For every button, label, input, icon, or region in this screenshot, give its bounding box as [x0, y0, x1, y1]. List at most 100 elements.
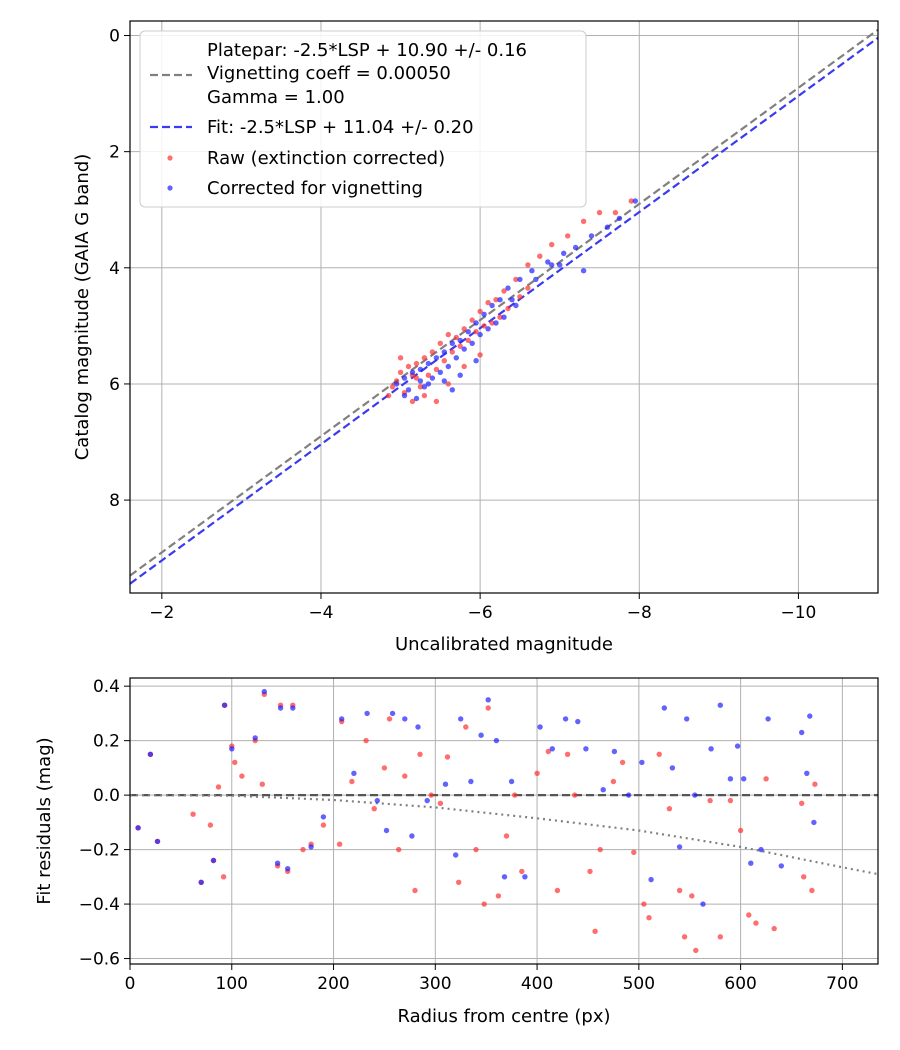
- corrected-data-point: [669, 765, 676, 771]
- raw-data-point: [580, 218, 587, 224]
- top-fit-lines: [130, 28, 878, 585]
- raw-data-point: [389, 384, 396, 390]
- legend-raw-marker: [167, 155, 173, 161]
- raw-data-point: [396, 846, 402, 853]
- corrected-data-point: [477, 331, 483, 338]
- corrected-data-point: [277, 705, 284, 711]
- corrected-data-point: [405, 387, 412, 393]
- raw-data-point: [737, 827, 744, 834]
- x-tick-label: 500: [623, 974, 655, 994]
- y-tick-label: 6: [109, 375, 120, 395]
- raw-data-point: [689, 893, 695, 899]
- raw-data-point: [497, 314, 503, 320]
- corrected-data-point: [198, 879, 204, 885]
- corrected-data-point: [409, 369, 416, 375]
- corrected-data-point: [374, 797, 380, 804]
- raw-data-point: [385, 392, 392, 399]
- raw-data-point: [693, 947, 699, 954]
- corrected-data-point: [489, 302, 495, 309]
- corrected-data-point: [580, 268, 587, 274]
- bottom-residuals-plot: 0 100 200 300 400 500 600 700 0.4 0.2 0.0 −0.2 −0.4 −…: [34, 677, 879, 1027]
- corrected-data-point: [639, 759, 645, 766]
- raw-data-point: [349, 778, 355, 785]
- raw-data-point: [465, 337, 471, 344]
- corrected-data-point: [765, 716, 771, 722]
- corrected-data-point: [676, 844, 683, 850]
- legend-raw-label: Raw (extinction corrected): [207, 148, 445, 169]
- raw-data-point: [676, 887, 683, 894]
- y-tick-label: −0.4: [79, 895, 120, 915]
- top-y-axis-label: Catalog magnitude (GAIA G band): [72, 154, 93, 461]
- raw-data-point: [587, 868, 593, 875]
- corrected-data-point: [485, 326, 491, 332]
- legend-corrected-marker: [167, 185, 173, 191]
- raw-data-point: [412, 887, 418, 894]
- legend-corrected-label: Corrected for vignetting: [207, 178, 423, 199]
- bottom-grid: [129, 678, 878, 964]
- raw-data-point: [371, 806, 377, 812]
- raw-data-point: [666, 806, 673, 812]
- corrected-data-point: [505, 285, 511, 291]
- corrected-data-point: [389, 710, 396, 717]
- raw-data-point: [493, 297, 499, 303]
- legend-platepar-label: Platepar: -2.5*LSP + 10.90 +/- 0.16: [207, 40, 527, 61]
- raw-data-point: [753, 920, 759, 926]
- raw-data-point: [469, 317, 475, 323]
- corrected-data-point: [583, 746, 589, 752]
- corrected-data-point: [734, 743, 741, 749]
- raw-data-point: [300, 846, 306, 853]
- y-tick-label: 0: [109, 27, 120, 47]
- raw-data-point: [413, 375, 420, 381]
- raw-data-point: [512, 792, 518, 798]
- corrected-data-point: [513, 302, 519, 309]
- corrected-data-point: [274, 860, 281, 866]
- raw-data-point: [453, 334, 459, 341]
- corrected-data-point: [429, 375, 436, 381]
- corrected-data-point: [383, 827, 390, 834]
- raw-data-point: [437, 800, 444, 806]
- legend-box: [139, 30, 587, 208]
- raw-data-point: [525, 285, 531, 291]
- y-tick-label: 0.0: [93, 786, 120, 806]
- corrected-data-point: [600, 787, 606, 793]
- corrected-data-point: [465, 329, 471, 335]
- corrected-data-point: [261, 688, 267, 695]
- x-tick-label: 300: [419, 974, 451, 994]
- raw-data-point: [519, 868, 525, 875]
- corrected-data-point: [449, 387, 455, 393]
- raw-data-point: [513, 276, 519, 283]
- x-tick-label: 700: [826, 974, 858, 994]
- raw-data-point: [433, 398, 440, 405]
- raw-data-point: [799, 800, 805, 806]
- raw-data-point: [485, 705, 491, 711]
- corrected-data-point: [717, 702, 723, 708]
- legend-fit-label: Fit: -2.5*LSP + 11.04 +/- 0.20: [207, 117, 474, 138]
- x-tick-label: 200: [317, 974, 349, 994]
- corrected-data-point: [401, 375, 408, 381]
- corrected-data-point: [461, 346, 467, 352]
- corrected-data-point: [708, 746, 714, 752]
- bottom-reference-lines: [130, 794, 878, 876]
- corrected-data-point: [497, 297, 503, 303]
- raw-data-point: [441, 358, 447, 364]
- corrected-data-point: [229, 746, 235, 752]
- corrected-data-point: [453, 355, 459, 361]
- raw-data-point: [463, 724, 469, 730]
- y-tick-label: 4: [109, 259, 120, 279]
- corrected-data-point: [421, 384, 428, 390]
- raw-data-point: [727, 797, 734, 804]
- raw-data-point: [525, 262, 531, 268]
- corrected-data-point: [458, 716, 464, 722]
- corrected-data-point: [501, 314, 507, 320]
- raw-data-point: [336, 841, 343, 847]
- x-tick-label: −8: [627, 603, 652, 623]
- corrected-data-point: [252, 735, 258, 741]
- raw-data-point: [405, 363, 412, 370]
- raw-data-point: [610, 778, 617, 785]
- raw-data-point: [564, 751, 571, 757]
- corrected-data-point: [778, 863, 784, 869]
- corrected-data-point: [457, 337, 463, 344]
- top-plot-frame: [129, 20, 879, 594]
- corrected-data-point: [545, 259, 551, 265]
